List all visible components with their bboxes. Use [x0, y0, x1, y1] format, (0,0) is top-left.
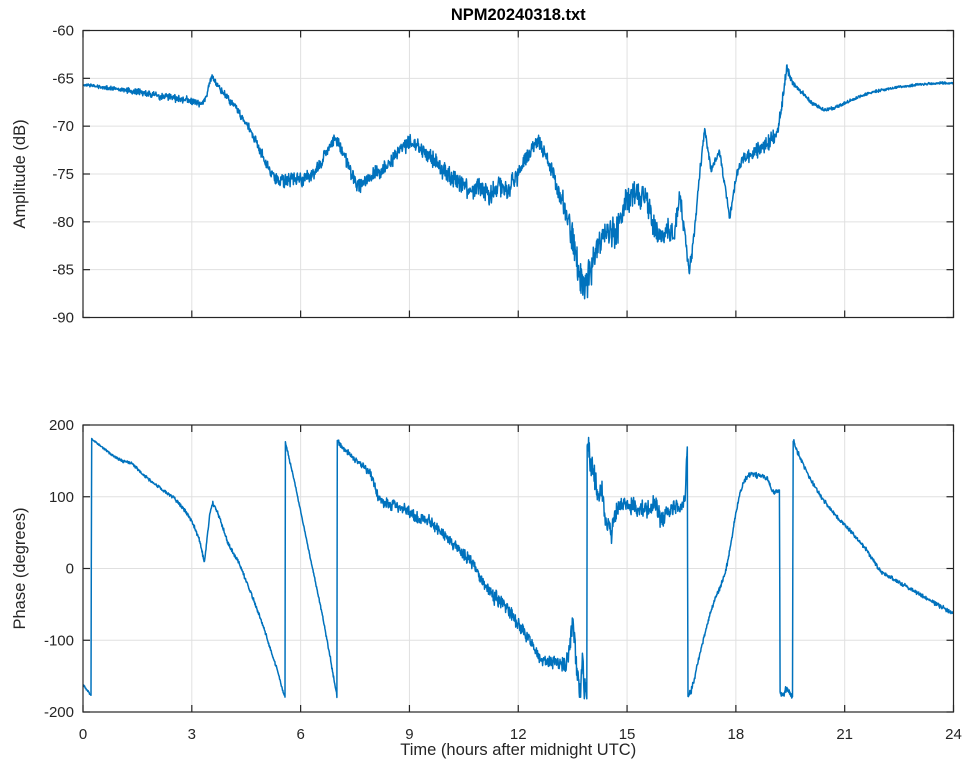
- vlf-phase-deg-line: [83, 436, 954, 700]
- phase-ytick-label: 0: [66, 561, 74, 578]
- amplitude-ytick-label: -85: [52, 262, 74, 279]
- phase-xtick-label: 0: [79, 726, 87, 743]
- phase-ytick-label: 200: [49, 417, 74, 434]
- phase-ticks: [82, 424, 955, 713]
- phase-xtick-label: 15: [619, 726, 636, 743]
- phase-xtick-label: 3: [188, 726, 196, 743]
- xlabel: Time (hours after midnight UTC): [400, 741, 636, 759]
- amplitude-ytick-label: -60: [52, 23, 74, 40]
- phase-xtick-label: 6: [296, 726, 304, 743]
- amplitude-ytick-label: -75: [52, 166, 74, 183]
- plot-title: NPM20240318.txt: [451, 6, 586, 24]
- phase-grid: [82, 424, 954, 713]
- phase-ytick-label: -200: [44, 704, 74, 721]
- phase-ytick-label: 100: [49, 489, 74, 506]
- phase-ytick-label: -100: [44, 632, 74, 649]
- phase-xtick-label: 18: [728, 726, 745, 743]
- phase-ylabel: Phase (degrees): [11, 508, 29, 630]
- amplitude-ytick-label: -80: [52, 214, 74, 231]
- phase-xtick-label: 9: [405, 726, 413, 743]
- phase-xtick-label: 12: [510, 726, 527, 743]
- amplitude-ytick-label: -70: [52, 118, 74, 135]
- panel-phase: -200 -100 0 100 200 0 3 6 9 12 15 18 21 24 Phase (degr…: [11, 417, 962, 759]
- amplitude-ticks: [82, 29, 955, 319]
- phase-xtick-label: 24: [945, 726, 962, 743]
- phase-xtick-label: 21: [836, 726, 853, 743]
- vlf-amplitude-dB-line: [83, 64, 954, 300]
- amplitude-ytick-label: -90: [52, 310, 74, 327]
- amplitude-ytick-label: -65: [52, 70, 74, 87]
- amplitude-ylabel: Amplitude (dB): [11, 119, 29, 228]
- panel-amplitude: -90 -85 -80 -75 -70 -65 -60 NPM20240318.txt Ampl…: [11, 6, 955, 327]
